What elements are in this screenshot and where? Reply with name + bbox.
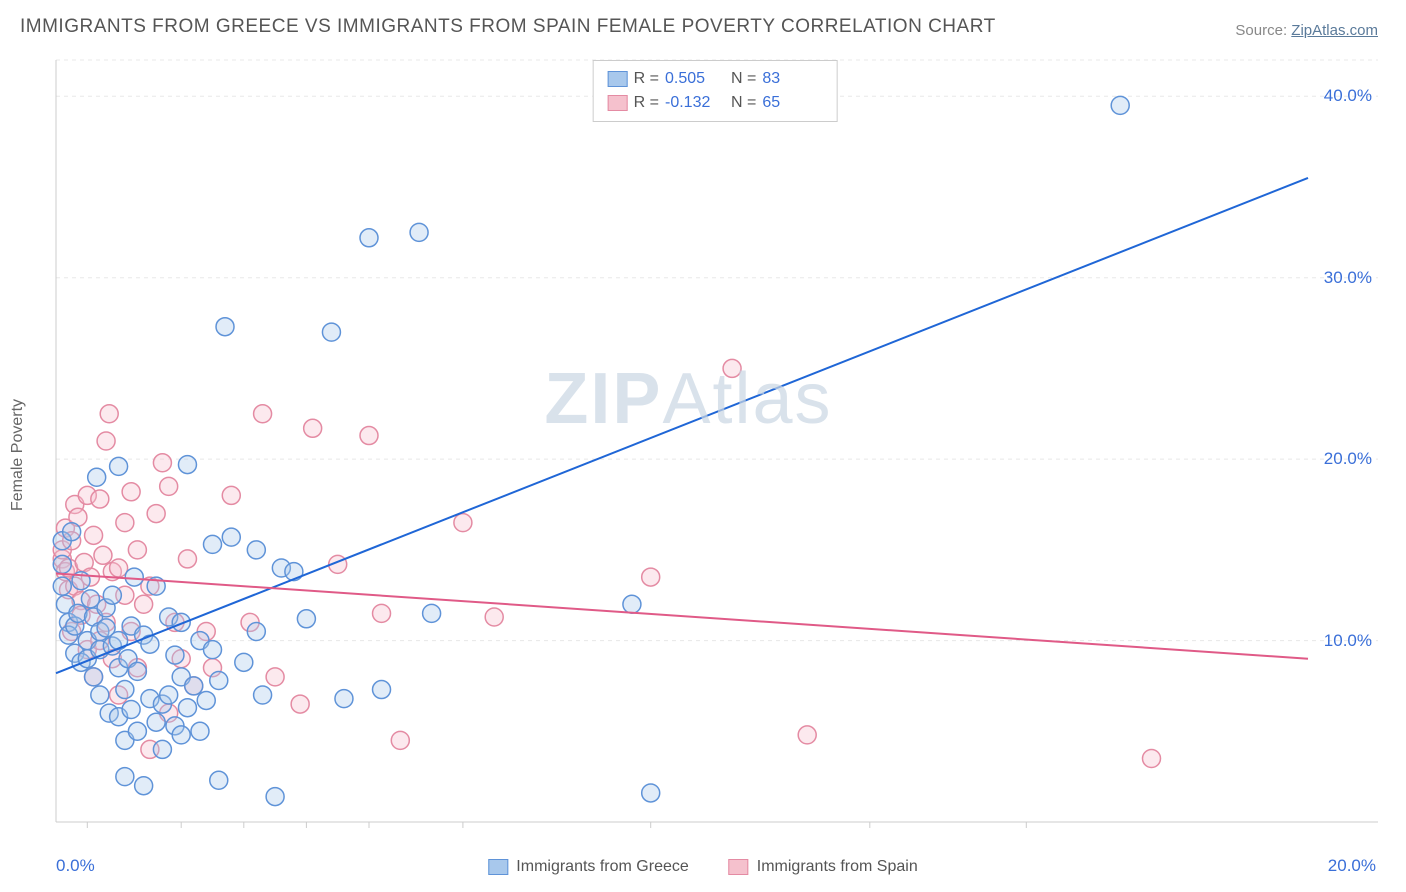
scatter-chart — [52, 56, 1378, 836]
source-label: Source: — [1235, 22, 1291, 39]
y-tick-label: 20.0% — [1324, 449, 1372, 469]
n-label: N = — [731, 70, 756, 88]
legend-swatch-greece-icon — [488, 859, 508, 875]
x-tick-max: 20.0% — [1328, 856, 1376, 876]
n-value-greece: 83 — [762, 70, 822, 88]
n-label: N = — [731, 94, 756, 112]
y-axis-label: Female Poverty — [9, 399, 27, 511]
legend-row-spain: R = -0.132 N = 65 — [608, 91, 823, 115]
y-tick-label: 30.0% — [1324, 268, 1372, 288]
legend-swatch-spain-icon — [729, 859, 749, 875]
legend-label-spain: Immigrants from Spain — [757, 858, 918, 876]
legend-item-spain: Immigrants from Spain — [729, 858, 918, 876]
x-tick-min: 0.0% — [56, 856, 95, 876]
legend-row-greece: R = 0.505 N = 83 — [608, 67, 823, 91]
y-tick-label: 10.0% — [1324, 631, 1372, 651]
chart-title: IMMIGRANTS FROM GREECE VS IMMIGRANTS FRO… — [20, 16, 996, 38]
source-attribution: Source: ZipAtlas.com — [1235, 22, 1378, 39]
r-label: R = — [634, 94, 659, 112]
r-value-spain: -0.132 — [665, 94, 725, 112]
n-value-spain: 65 — [762, 94, 822, 112]
legend-item-greece: Immigrants from Greece — [488, 858, 688, 876]
correlation-legend: R = 0.505 N = 83 R = -0.132 N = 65 — [593, 60, 838, 122]
r-label: R = — [634, 70, 659, 88]
series-legend: Immigrants from Greece Immigrants from S… — [488, 858, 917, 876]
source-link[interactable]: ZipAtlas.com — [1291, 22, 1378, 39]
legend-label-greece: Immigrants from Greece — [516, 858, 688, 876]
legend-swatch-spain — [608, 95, 628, 111]
r-value-greece: 0.505 — [665, 70, 725, 88]
chart-container: IMMIGRANTS FROM GREECE VS IMMIGRANTS FRO… — [0, 0, 1406, 892]
plot-area: ZIPAtlas R = 0.505 N = 83 R = -0.132 N =… — [52, 56, 1378, 836]
y-tick-label: 40.0% — [1324, 86, 1372, 106]
legend-swatch-greece — [608, 71, 628, 87]
